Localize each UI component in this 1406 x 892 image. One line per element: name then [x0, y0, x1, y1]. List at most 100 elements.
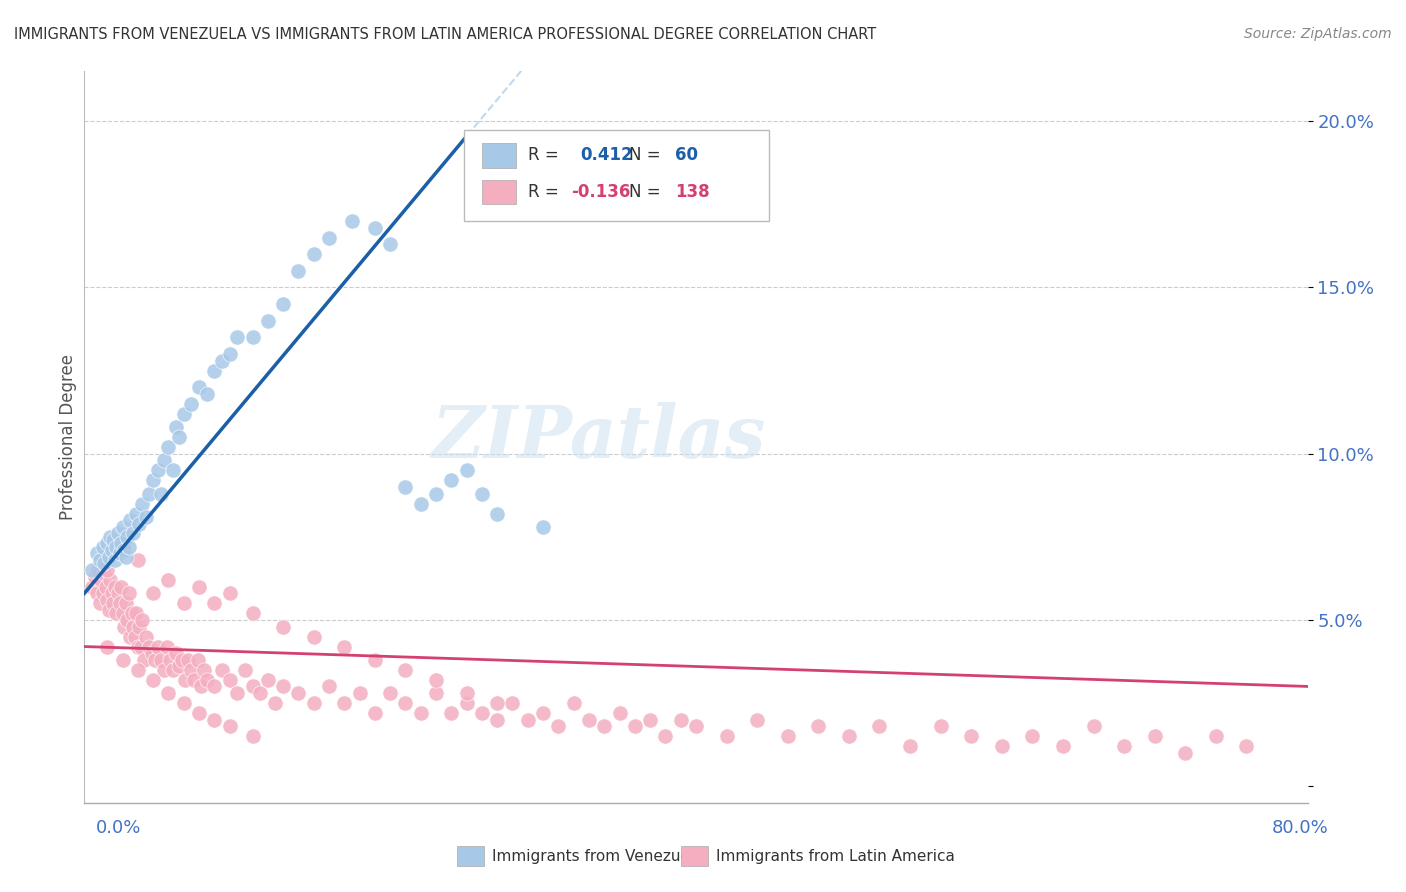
Point — [186, 653, 208, 667]
Point — [128, 516, 150, 531]
Point — [132, 653, 155, 667]
Point — [188, 380, 211, 394]
Point — [516, 713, 538, 727]
Point — [118, 586, 141, 600]
Point — [364, 220, 387, 235]
Point — [112, 619, 135, 633]
Point — [91, 540, 114, 554]
Point — [838, 729, 860, 743]
Point — [180, 397, 202, 411]
Point — [193, 663, 215, 677]
Point — [211, 663, 233, 677]
Point — [104, 553, 127, 567]
Point — [425, 486, 447, 500]
Bar — [482, 143, 516, 168]
Point — [149, 486, 172, 500]
Point — [202, 680, 225, 694]
Point — [929, 719, 952, 733]
Point — [103, 596, 125, 610]
Text: Source: ZipAtlas.com: Source: ZipAtlas.com — [1244, 27, 1392, 41]
Point — [409, 706, 432, 720]
Text: 138: 138 — [675, 183, 710, 201]
Point — [562, 696, 585, 710]
Point — [531, 706, 554, 720]
Point — [287, 264, 309, 278]
Point — [394, 480, 416, 494]
Point — [1021, 729, 1043, 743]
Point — [120, 513, 142, 527]
Point — [380, 237, 402, 252]
Point — [685, 719, 707, 733]
Point — [188, 706, 211, 720]
Point — [202, 713, 225, 727]
Text: N =: N = — [628, 146, 665, 164]
Point — [486, 507, 509, 521]
Point — [991, 739, 1014, 754]
Y-axis label: Professional Degree: Professional Degree — [59, 354, 77, 520]
Text: ZIPatlas: ZIPatlas — [432, 401, 765, 473]
Point — [122, 526, 145, 541]
Point — [502, 696, 524, 710]
Text: -0.136: -0.136 — [571, 183, 630, 201]
Point — [87, 563, 110, 577]
Point — [146, 463, 169, 477]
Point — [364, 653, 387, 667]
Point — [364, 706, 387, 720]
Point — [101, 543, 124, 558]
Point — [103, 533, 125, 548]
Point — [111, 540, 134, 554]
Bar — [482, 179, 516, 204]
Point — [340, 214, 363, 228]
Point — [167, 430, 190, 444]
Point — [218, 347, 240, 361]
Point — [131, 613, 153, 627]
Point — [218, 673, 240, 687]
Point — [173, 407, 195, 421]
Point — [111, 520, 134, 534]
Point — [165, 646, 187, 660]
Point — [125, 607, 148, 621]
Point — [1143, 729, 1166, 743]
Point — [157, 440, 180, 454]
Point — [1205, 729, 1227, 743]
FancyBboxPatch shape — [464, 130, 769, 221]
Point — [142, 673, 165, 687]
Point — [440, 473, 463, 487]
Point — [593, 719, 616, 733]
Point — [869, 719, 891, 733]
Point — [242, 680, 264, 694]
Text: R =: R = — [529, 183, 564, 201]
Point — [486, 696, 509, 710]
Point — [115, 530, 138, 544]
Point — [111, 653, 134, 667]
Point — [318, 680, 340, 694]
Point — [127, 663, 149, 677]
Point — [440, 706, 463, 720]
Point — [96, 593, 118, 607]
Point — [121, 607, 143, 621]
Point — [142, 473, 165, 487]
Point — [96, 640, 118, 654]
Point — [807, 719, 830, 733]
Point — [111, 607, 134, 621]
Point — [110, 580, 132, 594]
Point — [195, 673, 218, 687]
Point — [349, 686, 371, 700]
Point — [135, 630, 157, 644]
Point — [105, 540, 128, 554]
Point — [409, 497, 432, 511]
Point — [98, 573, 121, 587]
Point — [456, 696, 478, 710]
Point — [162, 463, 184, 477]
Point — [226, 686, 249, 700]
Point — [146, 640, 169, 654]
Point — [1052, 739, 1074, 754]
Point — [143, 653, 166, 667]
Point — [302, 696, 325, 710]
Point — [456, 686, 478, 700]
Point — [218, 586, 240, 600]
Point — [271, 680, 294, 694]
Point — [131, 497, 153, 511]
Point — [110, 536, 132, 550]
Point — [380, 686, 402, 700]
